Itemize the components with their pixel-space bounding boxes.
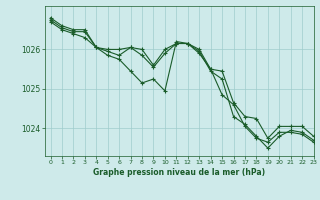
X-axis label: Graphe pression niveau de la mer (hPa): Graphe pression niveau de la mer (hPa) xyxy=(93,168,265,177)
